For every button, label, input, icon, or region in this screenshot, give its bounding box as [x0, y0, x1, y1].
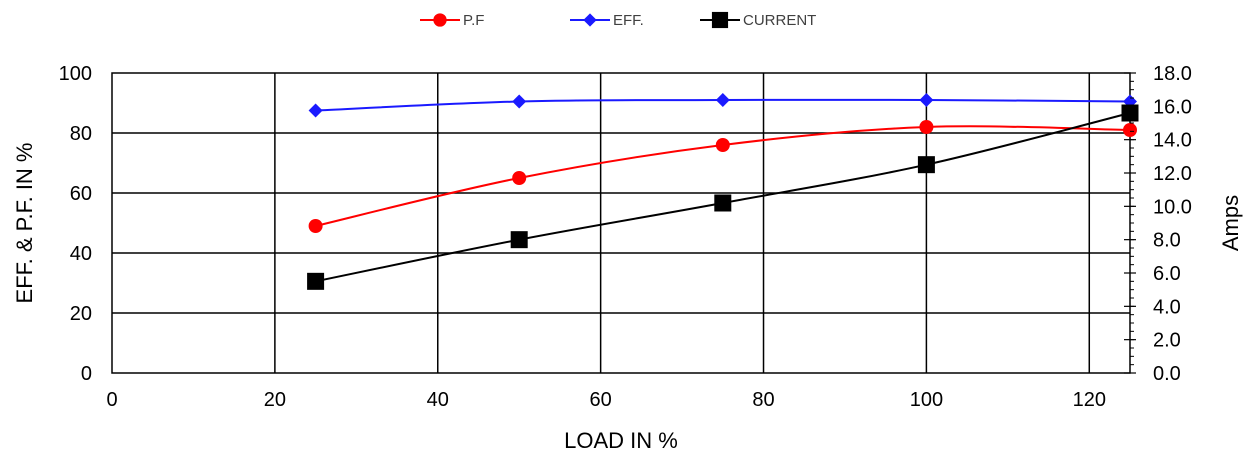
x-tick-label: 20 — [264, 389, 286, 411]
data-point-square — [510, 231, 528, 249]
y2-tick-label: 6.0 — [1153, 263, 1181, 285]
data-point-square — [714, 194, 732, 212]
legend-item: P.F — [420, 12, 484, 29]
data-point-circle — [1123, 123, 1137, 137]
legend-label: EFF. — [613, 12, 644, 29]
data-point-diamond — [919, 93, 934, 107]
legend-item: CURRENT — [700, 11, 816, 29]
legend-marker — [433, 13, 447, 27]
gridlines — [112, 73, 1130, 373]
legend-marker — [583, 13, 597, 27]
y-tick-label: 20 — [70, 303, 92, 325]
data-point-circle — [715, 138, 730, 152]
legend-label: CURRENT — [743, 12, 816, 29]
y2-tick-label: 14.0 — [1153, 130, 1192, 152]
data-point-diamond — [308, 103, 323, 118]
x-tick-label: 100 — [910, 389, 943, 411]
y2-tick-label: 18.0 — [1153, 63, 1192, 85]
data-point-diamond — [715, 93, 730, 107]
series-eff — [308, 93, 1137, 118]
tick-labels: 0 20 40 60 80 100 120 0 20 40 60 80 100 0.0 2.0 4.0 6.0 8… — [59, 63, 1192, 411]
data-point-circle — [308, 219, 323, 233]
y2-tick-label: 4.0 — [1153, 296, 1181, 318]
y-tick-label: 0 — [81, 363, 92, 385]
x-tick-label: 40 — [427, 389, 449, 411]
x-axis-title: LOAD IN % — [564, 428, 678, 453]
legend-item: EFF. — [570, 12, 644, 29]
series-p-f — [308, 120, 1137, 233]
y2-tick-label: 0.0 — [1153, 363, 1181, 385]
plot-border — [111, 72, 1131, 374]
y-tick-label: 100 — [59, 63, 92, 85]
legend-marker — [711, 11, 729, 29]
x-tick-label: 0 — [106, 389, 117, 411]
series-current — [307, 104, 1139, 290]
series-layer — [307, 93, 1139, 290]
data-point-diamond — [512, 94, 527, 109]
data-point-square — [1121, 104, 1139, 122]
y2-tick-label: 16.0 — [1153, 96, 1192, 118]
x-tick-label: 60 — [590, 389, 612, 411]
legend-label: P.F — [463, 12, 484, 29]
y-axis-title: EFF. & P.F. IN % — [12, 143, 37, 304]
x-tick-label: 120 — [1073, 389, 1106, 411]
data-point-square — [917, 156, 935, 174]
data-point-circle — [512, 171, 527, 185]
plot-area — [111, 72, 1131, 374]
y-tick-label: 40 — [70, 243, 92, 265]
y-tick-label: 80 — [70, 123, 92, 145]
y2-tick-label: 12.0 — [1153, 163, 1192, 185]
y2-axis-title: Amps — [1218, 195, 1243, 251]
y2-tick-label: 8.0 — [1153, 230, 1181, 252]
x-tick-label: 80 — [752, 389, 774, 411]
y-tick-label: 60 — [70, 183, 92, 205]
y2-tick-label: 10.0 — [1153, 196, 1192, 218]
data-point-circle — [919, 120, 934, 134]
data-point-square — [307, 272, 325, 290]
chart-legend: P.F EFF. CURRENT — [420, 11, 816, 29]
y2-tick-label: 2.0 — [1153, 330, 1181, 352]
